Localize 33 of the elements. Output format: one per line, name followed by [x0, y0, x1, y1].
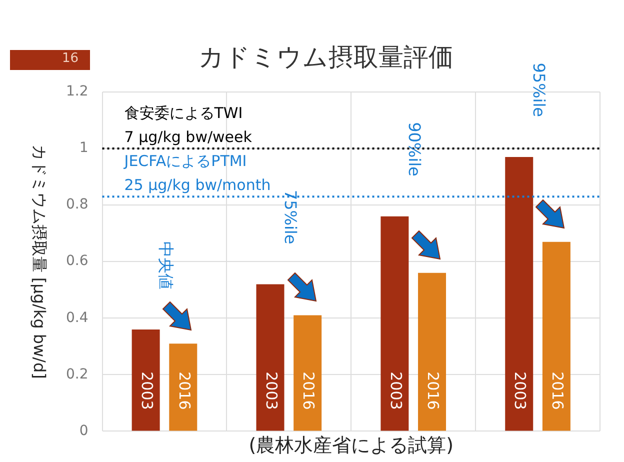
bar: [505, 157, 534, 431]
text: 2003: [262, 372, 280, 410]
x-tick-label: 95%ile: [530, 62, 549, 118]
bar: [380, 216, 409, 431]
chart-title: カドミウム摂取量評価: [198, 42, 454, 72]
y-tick-label: 1: [79, 140, 88, 156]
y-tick-label: 0.2: [66, 366, 88, 382]
y-axis-title: カドミウム摂取量 [μg/kg bw/d]: [30, 144, 49, 379]
bar: [542, 242, 570, 431]
y-tick-label: 1.2: [66, 84, 88, 100]
x-tick-label: 75%ile: [280, 190, 300, 244]
y-tick-label: 0.6: [66, 253, 88, 270]
bar: [132, 329, 160, 431]
text: 2016: [300, 372, 318, 410]
bar: [418, 272, 446, 431]
bar: [256, 284, 284, 431]
page-tab: 16: [10, 50, 90, 70]
text: 2016: [175, 372, 194, 410]
ref-line-label: 食安委によるTWI 7 μg/kg bw/week: [124, 104, 252, 146]
text: 2016: [424, 372, 442, 410]
text: 2003: [386, 372, 405, 410]
y-tick-label: 0.4: [66, 310, 88, 326]
y-tick-label: 0.8: [66, 196, 88, 213]
text: 2003: [511, 372, 530, 410]
x-tick-label: 中央値: [156, 241, 176, 290]
series-label: 2016: [548, 372, 567, 410]
series-label: 2003: [138, 372, 156, 410]
x-tick-label: 90%ile: [405, 122, 424, 176]
y-tick-label: 0: [79, 422, 88, 439]
ref-line-label: JECFAによるPTMI 25 μg/kg bw/month: [123, 152, 271, 194]
x-axis-title: (農林水産省による試算): [248, 434, 454, 457]
bar: [294, 315, 322, 431]
bar: [169, 344, 198, 431]
